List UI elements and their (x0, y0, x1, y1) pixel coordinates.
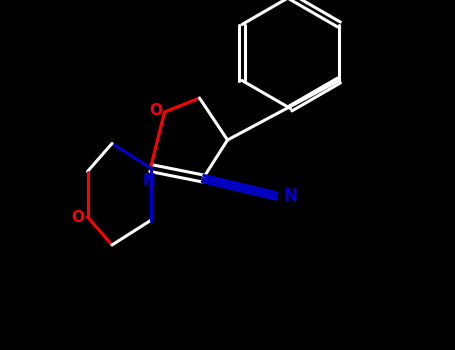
Text: N: N (283, 187, 298, 205)
Text: O: O (72, 210, 85, 224)
Text: N: N (142, 173, 155, 188)
Text: O: O (149, 103, 162, 118)
